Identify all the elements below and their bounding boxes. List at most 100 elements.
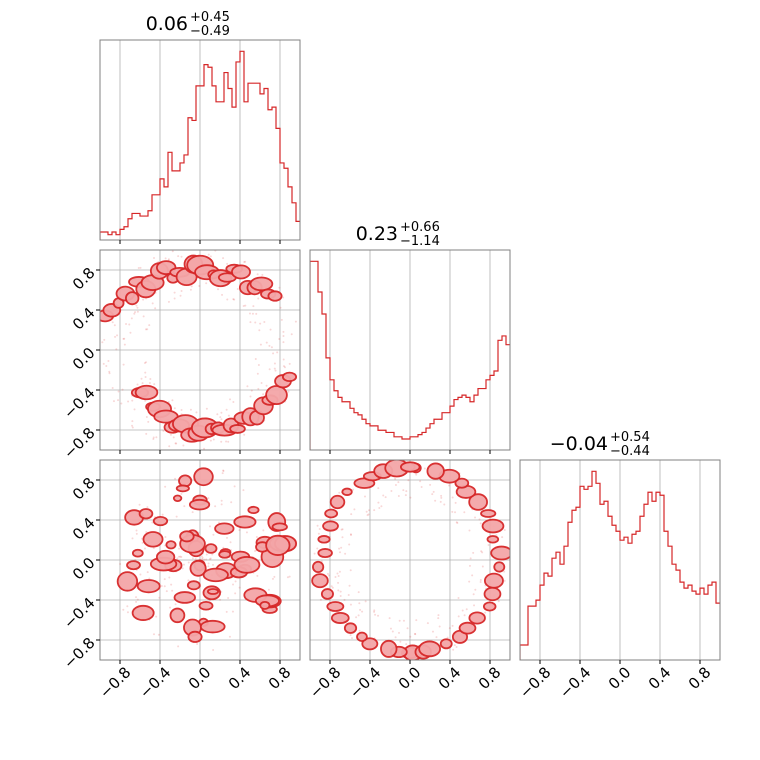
sample-point bbox=[190, 289, 192, 291]
contour-1-3 bbox=[260, 602, 269, 609]
sample-point bbox=[395, 636, 397, 638]
sample-point bbox=[283, 359, 285, 361]
sample-point bbox=[221, 503, 223, 505]
sample-point bbox=[353, 508, 355, 510]
sample-point bbox=[183, 564, 185, 566]
sample-point bbox=[452, 496, 454, 498]
sample-point bbox=[463, 511, 465, 513]
sample-point bbox=[214, 505, 216, 507]
sample-point bbox=[458, 597, 460, 599]
x-tick-label: 0.4 bbox=[225, 663, 255, 693]
sample-point bbox=[462, 609, 464, 611]
x-tick-label: −0.4 bbox=[346, 663, 384, 701]
sample-point bbox=[291, 333, 293, 335]
sample-point bbox=[390, 490, 392, 492]
sample-point bbox=[272, 352, 274, 354]
x-tick-label: 0.0 bbox=[185, 663, 215, 693]
contour-1-3 bbox=[138, 580, 160, 592]
panel-3-1 bbox=[96, 460, 300, 664]
sample-point bbox=[320, 599, 322, 601]
sample-point bbox=[443, 504, 445, 506]
contour-1-2 bbox=[283, 373, 296, 381]
sample-point bbox=[350, 569, 352, 571]
sample-point bbox=[398, 632, 400, 634]
sample-point bbox=[152, 302, 154, 304]
panel-2-1 bbox=[96, 250, 300, 454]
sample-point bbox=[473, 604, 475, 606]
sample-point bbox=[232, 401, 234, 403]
contour-1-3 bbox=[273, 523, 287, 530]
sample-point bbox=[136, 533, 138, 535]
sample-point bbox=[498, 600, 500, 602]
sample-point bbox=[225, 441, 227, 443]
x-tick-label: 0.8 bbox=[265, 663, 295, 693]
sample-point bbox=[142, 299, 144, 301]
contour-1-3 bbox=[177, 485, 189, 491]
sample-point bbox=[123, 364, 125, 366]
sample-point bbox=[168, 576, 170, 578]
x-tick-label: 0.8 bbox=[475, 663, 505, 693]
sample-point bbox=[169, 607, 171, 609]
sample-point bbox=[276, 351, 278, 353]
sample-point bbox=[471, 574, 473, 576]
sample-point bbox=[452, 625, 454, 627]
sample-point bbox=[207, 565, 209, 567]
contour-2-3 bbox=[318, 536, 329, 543]
sample-point bbox=[213, 439, 215, 441]
sample-point bbox=[155, 436, 157, 438]
sample-point bbox=[175, 603, 177, 605]
contour-1-3 bbox=[170, 609, 184, 623]
sample-point bbox=[351, 637, 353, 639]
sample-point bbox=[256, 536, 258, 538]
sample-point bbox=[482, 565, 484, 567]
contour-1-3 bbox=[143, 532, 162, 547]
sample-point bbox=[374, 614, 376, 616]
contour-2-3 bbox=[481, 510, 495, 517]
sample-point bbox=[456, 646, 458, 648]
contour-2-3 bbox=[427, 463, 443, 478]
sample-point bbox=[175, 443, 177, 445]
sample-point bbox=[332, 587, 334, 589]
sample-point bbox=[480, 550, 482, 552]
sample-point bbox=[174, 478, 176, 480]
contour-2-3 bbox=[318, 549, 332, 557]
sample-point bbox=[272, 578, 274, 580]
sample-point bbox=[342, 528, 344, 530]
x-tick-label: −0.8 bbox=[306, 663, 344, 701]
sample-point bbox=[118, 390, 120, 392]
contour-2-3 bbox=[494, 562, 504, 571]
sample-point bbox=[125, 323, 127, 325]
sample-point bbox=[146, 328, 148, 330]
sample-point bbox=[208, 254, 210, 256]
sample-point bbox=[282, 341, 284, 343]
sample-point bbox=[177, 255, 179, 257]
sample-point bbox=[129, 332, 131, 334]
sample-point bbox=[172, 250, 174, 252]
sample-point bbox=[249, 396, 251, 398]
sample-point bbox=[474, 589, 476, 591]
sample-point bbox=[182, 445, 184, 447]
sample-point bbox=[181, 409, 183, 411]
sample-point bbox=[289, 363, 291, 365]
contour-1-3 bbox=[154, 517, 167, 525]
sample-point bbox=[377, 487, 379, 489]
contour-2-3 bbox=[460, 623, 476, 634]
sample-point bbox=[228, 415, 230, 417]
sample-point bbox=[273, 576, 275, 578]
sample-point bbox=[424, 467, 426, 469]
sample-point bbox=[337, 589, 339, 591]
y-tick-label: −0.4 bbox=[60, 594, 98, 632]
sample-point bbox=[115, 348, 117, 350]
sample-point bbox=[212, 564, 214, 566]
sample-point bbox=[140, 267, 142, 269]
sample-point bbox=[252, 305, 254, 307]
sample-point bbox=[452, 649, 454, 651]
contour-1-3 bbox=[234, 516, 255, 527]
sample-point bbox=[101, 341, 103, 343]
sample-point bbox=[244, 261, 246, 263]
sample-point bbox=[257, 373, 259, 375]
sample-point bbox=[222, 472, 224, 474]
sample-point bbox=[435, 636, 437, 638]
sample-point bbox=[466, 608, 468, 610]
contour-1-3 bbox=[219, 551, 230, 558]
